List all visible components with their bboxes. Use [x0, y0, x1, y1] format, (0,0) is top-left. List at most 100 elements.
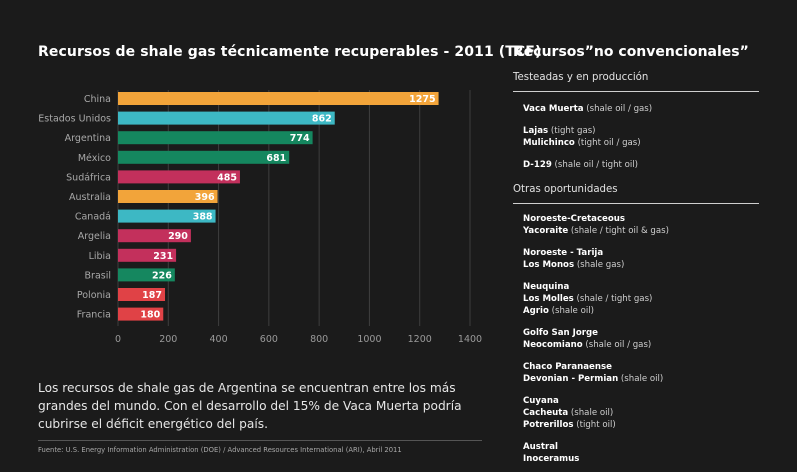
list-spacer [523, 385, 669, 395]
section-tested-heading: Testeadas y en producción [513, 72, 649, 83]
resource-type: (shale oil / gas) [582, 340, 652, 350]
formation-name: Austral [523, 442, 558, 452]
category-label: Estados Unidos [38, 114, 111, 125]
bar-sudáfrica [118, 170, 240, 184]
x-tick-label: 1400 [458, 334, 482, 345]
value-label: 231 [153, 251, 173, 262]
list-item: Devonian - Permian (shale oil) [523, 373, 669, 385]
resource-type: (tight gas) [548, 126, 596, 136]
formation-name: Agrio [523, 306, 549, 316]
resource-type: (shale oil / tight oil) [551, 160, 639, 170]
category-label: Australia [69, 192, 111, 203]
section-other-rule [513, 203, 759, 204]
list-spacer [523, 115, 652, 125]
x-tick-label: 600 [260, 334, 278, 345]
bar-francia [118, 307, 164, 321]
resource-type: (shale oil) [548, 306, 594, 316]
bar-argelia [118, 229, 191, 243]
list-item: Neocomiano (shale oil / gas) [523, 339, 669, 351]
value-label: 187 [142, 290, 162, 301]
category-label: Sudáfrica [66, 172, 111, 183]
bar-libia [118, 248, 177, 262]
list-spacer [523, 431, 669, 441]
list-spacer [523, 271, 669, 281]
bar-estados-unidos [118, 111, 335, 125]
resource-type: (shale / tight gas) [573, 294, 653, 304]
formation-name: Noroeste-Cretaceous [523, 214, 626, 224]
formation-name: Mulichinco [523, 138, 575, 148]
list-item: Noroeste - Tarija [523, 247, 669, 259]
formation-name: Noroeste - Tarija [523, 248, 604, 258]
bar-méxico [118, 150, 290, 164]
resource-type: (shale oil) [568, 408, 614, 418]
unconventional-title: Recursos”no convencionales” [513, 44, 749, 60]
section-other-heading: Otras oportunidades [513, 184, 618, 195]
category-label: Polonia [77, 290, 111, 301]
list-item: Vaca Muerta (shale oil / gas) [523, 103, 652, 115]
category-label: Brasil [85, 270, 111, 281]
other-list: Noroeste-Cretaceous Yacoraite (shale / ti… [523, 213, 669, 465]
list-item: Chaco Paranaense [523, 361, 669, 373]
list-item: Neuquina [523, 281, 669, 293]
formation-name: Devonian - Permian [523, 374, 619, 384]
x-tick-label: 1000 [357, 334, 381, 345]
category-label: Francia [77, 310, 111, 321]
chart-title: Recursos de shale gas técnicamente recup… [38, 44, 542, 60]
formation-name: Chaco Paranaense [523, 362, 612, 372]
resource-type: (tight oil / gas) [574, 138, 641, 148]
source-note: Fuente: U.S. Energy Information Administ… [38, 446, 402, 454]
value-label: 290 [168, 231, 188, 242]
formation-name: Cacheuta [523, 408, 569, 418]
list-item: Cuyana [523, 395, 669, 407]
bar-argentina [118, 131, 313, 145]
formation-name: Vaca Muerta [523, 104, 584, 114]
formation-name: Golfo San Jorge [523, 328, 598, 338]
list-item: Noroeste-Cretaceous [523, 213, 669, 225]
bar-canadá [118, 209, 216, 223]
resource-type: (shale gas) [574, 260, 625, 270]
list-item: Los Molles (shale / tight gas) [523, 293, 669, 305]
x-tick-label: 400 [210, 334, 228, 345]
value-label: 774 [290, 133, 310, 144]
description-text: Los recursos de shale gas de Argentina s… [38, 381, 462, 431]
category-label: Argelia [78, 231, 111, 242]
list-item: Golfo San Jorge [523, 327, 669, 339]
x-tick-label: 800 [310, 334, 328, 345]
value-label: 862 [312, 114, 332, 125]
resource-type: (shale oil / gas) [583, 104, 653, 114]
value-label: 396 [195, 192, 215, 203]
formation-name: Neocomiano [523, 340, 583, 350]
list-item: Austral [523, 441, 669, 453]
list-spacer [523, 237, 669, 247]
category-label: Argentina [65, 133, 111, 144]
formation-name: D-129 [523, 160, 552, 170]
formation-name: Los Molles [523, 294, 574, 304]
formation-name: Los Monos [523, 260, 575, 270]
bar-brasil [118, 268, 175, 282]
value-label: 180 [140, 310, 160, 321]
category-label: México [78, 153, 111, 164]
formation-name: Neuquina [523, 282, 570, 292]
value-label: 388 [193, 212, 213, 223]
bar-china [118, 92, 439, 105]
bar-australia [118, 190, 218, 203]
value-label: 1275 [409, 94, 435, 105]
list-spacer [523, 149, 652, 159]
value-label: 681 [266, 153, 286, 164]
bar-polonia [118, 288, 166, 301]
list-item: Lajas (tight gas) [523, 125, 652, 137]
formation-name: Lajas [523, 126, 549, 136]
list-item: Potrerillos (tight oil) [523, 419, 669, 431]
list-item: Yacoraite (shale / tight oil & gas) [523, 225, 669, 237]
category-label: Libia [89, 251, 111, 262]
value-label: 485 [217, 172, 237, 183]
x-tick-label: 0 [115, 334, 121, 345]
formation-name: Yacoraite [523, 226, 569, 236]
section-tested-rule [513, 91, 759, 92]
category-label: China [84, 94, 111, 105]
resource-type: (shale / tight oil & gas) [568, 226, 669, 236]
category-label: Canadá [75, 212, 111, 223]
formation-name: Cuyana [523, 396, 559, 406]
formation-name: Potrerillos [523, 420, 574, 430]
